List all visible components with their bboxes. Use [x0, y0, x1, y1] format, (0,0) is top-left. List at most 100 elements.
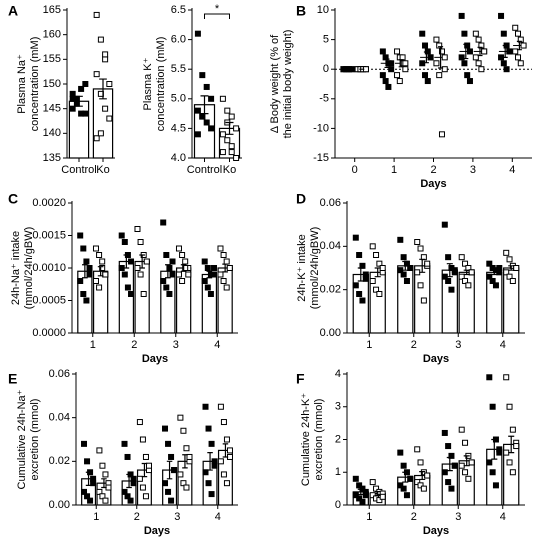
data-point	[182, 265, 189, 271]
data-point	[223, 258, 230, 265]
data-point	[92, 245, 99, 252]
data-point	[102, 271, 109, 278]
data-point	[356, 495, 363, 502]
x-tick-label: 1	[366, 511, 372, 523]
data-point	[424, 472, 431, 479]
data-point	[194, 107, 201, 114]
data-point	[464, 42, 471, 49]
data-point	[217, 271, 224, 278]
data-point	[180, 480, 187, 487]
error-bar	[477, 46, 483, 57]
data-point	[77, 278, 84, 284]
y-tick-label: 0.04	[49, 412, 70, 424]
data-point	[486, 459, 493, 466]
data-point	[420, 485, 427, 492]
data-point	[458, 54, 465, 61]
data-point	[448, 485, 455, 492]
data-point	[379, 265, 386, 271]
data-point	[515, 30, 522, 37]
data-point	[121, 440, 128, 447]
data-point	[203, 83, 210, 90]
panel-letter: A	[8, 3, 18, 19]
data-point	[223, 436, 230, 443]
y-axis-label: Plasma Na⁺	[16, 54, 28, 114]
data-point	[400, 271, 407, 278]
data-point	[376, 260, 383, 267]
data-point	[448, 452, 455, 459]
data-point	[102, 56, 109, 63]
y-axis-label: excretion (mmol)	[29, 399, 41, 481]
data-point	[468, 459, 475, 466]
data-point	[359, 485, 366, 492]
x-tick-label: Control	[61, 164, 96, 176]
data-point	[506, 273, 513, 280]
data-point	[140, 291, 147, 297]
data-point	[118, 265, 125, 271]
data-point	[498, 12, 505, 19]
data-point	[186, 453, 193, 460]
data-point	[185, 271, 192, 278]
data-point	[124, 453, 131, 460]
data-point	[451, 462, 458, 469]
data-point	[356, 291, 363, 297]
data-point	[414, 239, 421, 245]
error-bar	[222, 263, 228, 273]
data-point	[96, 252, 103, 258]
data-point	[217, 458, 224, 465]
data-point	[472, 54, 479, 61]
data-point	[503, 449, 510, 456]
data-point	[223, 284, 230, 291]
x-tick-label: Ko	[223, 164, 236, 176]
data-point	[422, 72, 429, 79]
data-point	[219, 149, 226, 156]
y-tick-label: 0.02	[49, 455, 70, 467]
data-point	[121, 488, 128, 495]
data-point	[517, 36, 524, 43]
data-point	[160, 278, 167, 284]
data-point	[80, 245, 87, 252]
data-point	[202, 403, 209, 410]
data-point	[166, 265, 173, 271]
data-point	[228, 149, 235, 156]
data-point	[373, 286, 380, 293]
data-point	[369, 278, 376, 284]
data-point	[177, 471, 184, 478]
data-point	[226, 265, 233, 271]
data-point	[520, 42, 527, 49]
data-point	[211, 462, 218, 469]
data-point	[352, 234, 359, 241]
data-point	[102, 497, 109, 504]
data-point	[462, 439, 469, 446]
data-point	[496, 265, 503, 271]
data-point	[139, 484, 146, 491]
data-point	[486, 374, 493, 381]
x-tick-label: 3	[455, 339, 461, 351]
data-point	[403, 492, 410, 499]
panel-letter: D	[296, 191, 306, 207]
data-point	[486, 260, 493, 267]
error-bar	[374, 490, 381, 497]
data-point	[379, 48, 386, 55]
data-point	[82, 110, 89, 117]
error-bar	[402, 260, 409, 271]
y-axis-label: Δ Body weight (% of	[269, 34, 281, 133]
data-point	[513, 265, 520, 271]
data-point	[433, 36, 440, 43]
error-bar	[141, 462, 148, 478]
data-point	[228, 143, 235, 150]
data-point	[458, 273, 465, 280]
error-bar	[139, 254, 145, 269]
data-point	[224, 107, 231, 114]
data-point	[407, 475, 414, 482]
data-point	[84, 493, 91, 500]
data-point	[417, 459, 424, 466]
y-tick-label: 135	[43, 152, 61, 164]
data-point	[362, 492, 369, 499]
data-point	[202, 469, 209, 476]
data-point	[397, 236, 404, 243]
data-point	[359, 498, 366, 505]
data-point	[175, 245, 182, 252]
y-tick-label: 6.0	[171, 34, 186, 46]
data-point	[97, 130, 104, 137]
data-point	[503, 66, 510, 73]
